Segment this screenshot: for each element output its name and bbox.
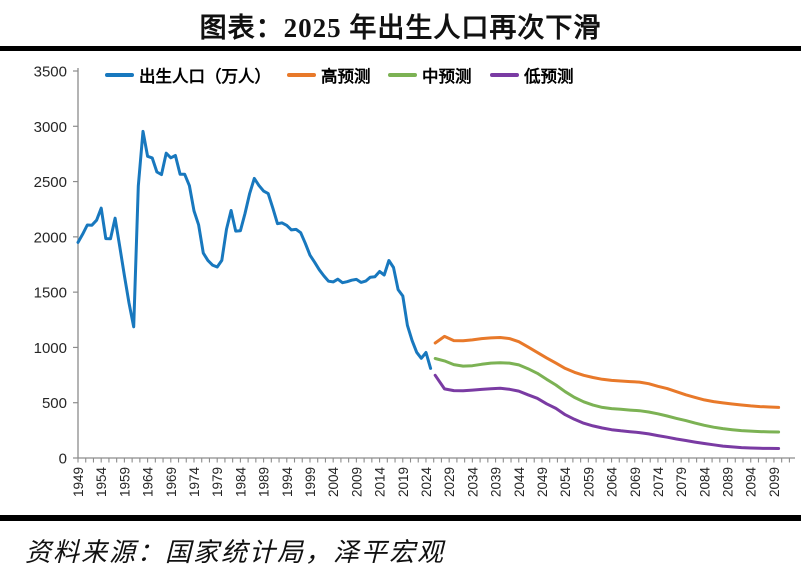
series-mid-forecast: [433, 357, 781, 434]
x-tick-label: 2009: [349, 467, 364, 497]
high-forecast-swatch-icon: [287, 72, 316, 78]
x-tick-label: 2089: [721, 467, 736, 497]
x-tick-label: 2019: [396, 467, 411, 497]
x-tick-label: 2014: [373, 467, 388, 498]
y-tick-label: 2500: [34, 174, 67, 191]
x-tick-label: 1989: [257, 467, 272, 497]
y-tick-label: 500: [42, 395, 67, 412]
x-tick-label: 1979: [210, 467, 225, 497]
title-divider: [0, 46, 801, 51]
x-tick-label: 1954: [94, 467, 109, 498]
footer-divider: [0, 515, 801, 521]
x-tick-label: 1994: [280, 467, 295, 498]
y-tick-label: 1500: [34, 285, 67, 302]
x-tick-label: 1969: [164, 467, 179, 497]
legend-label: 出生人口（万人）: [139, 68, 271, 86]
x-tick-label: 2024: [419, 467, 434, 498]
legend-label: 中预测: [422, 68, 472, 86]
y-tick-label: 3000: [34, 119, 67, 136]
x-tick-label: 2039: [489, 467, 504, 497]
x-tick-label: 2054: [558, 467, 573, 498]
x-tick-label: 2069: [628, 467, 643, 497]
x-tick-label: 2094: [744, 467, 759, 498]
mid-forecast-swatch-icon: [388, 72, 417, 78]
source-note: 资料来源：国家统计局，泽平宏观: [25, 538, 446, 567]
legend-label: 高预测: [321, 68, 371, 86]
legend-item-birth-population: 出生人口（万人）: [105, 63, 271, 87]
x-tick-label: 1999: [303, 467, 318, 497]
series-high-forecast: [433, 334, 781, 409]
series-birth-population: [76, 129, 433, 370]
x-tick-label: 2074: [651, 467, 666, 498]
x-tick-label: 2034: [465, 467, 480, 498]
y-tick-label: 3500: [34, 64, 67, 81]
x-tick-label: 1984: [233, 467, 248, 498]
x-tick-label: 2099: [767, 467, 782, 497]
axes: 0 500 1000 1500 2000 2500 3000 3500 1949 1954 1959…: [34, 64, 795, 498]
low-forecast-swatch-icon: [490, 72, 519, 78]
y-tick-label: 1000: [34, 340, 67, 357]
legend-label: 低预测: [524, 68, 574, 86]
x-tick-label: 1964: [141, 467, 156, 498]
series-low-forecast: [433, 373, 781, 450]
x-tick-label: 2049: [535, 467, 550, 497]
x-tick-label: 1959: [117, 467, 132, 497]
x-tick-label: 2044: [512, 467, 527, 498]
legend-item-mid-forecast: 中预测: [388, 63, 472, 87]
x-tick-label: 2084: [697, 467, 712, 498]
x-tick-label: 2059: [581, 467, 596, 497]
legend-item-high-forecast: 高预测: [287, 63, 371, 87]
x-tick-label: 1974: [187, 467, 202, 498]
y-tick-label: 2000: [34, 229, 67, 246]
chart-title: 图表：2025 年出生人口再次下滑: [199, 13, 602, 43]
x-tick-label: 2079: [674, 467, 689, 497]
chart-legend: 出生人口（万人） 高预测 中预测 低预测: [0, 63, 801, 87]
x-tick-label: 2029: [442, 467, 457, 497]
x-tick-label: 2064: [605, 467, 620, 498]
birth-line-swatch-icon: [105, 72, 134, 78]
x-tick-label: 2004: [326, 467, 341, 498]
legend-item-low-forecast: 低预测: [490, 63, 574, 87]
x-tick-label: 1949: [71, 467, 86, 497]
y-tick-label: 0: [59, 451, 67, 468]
